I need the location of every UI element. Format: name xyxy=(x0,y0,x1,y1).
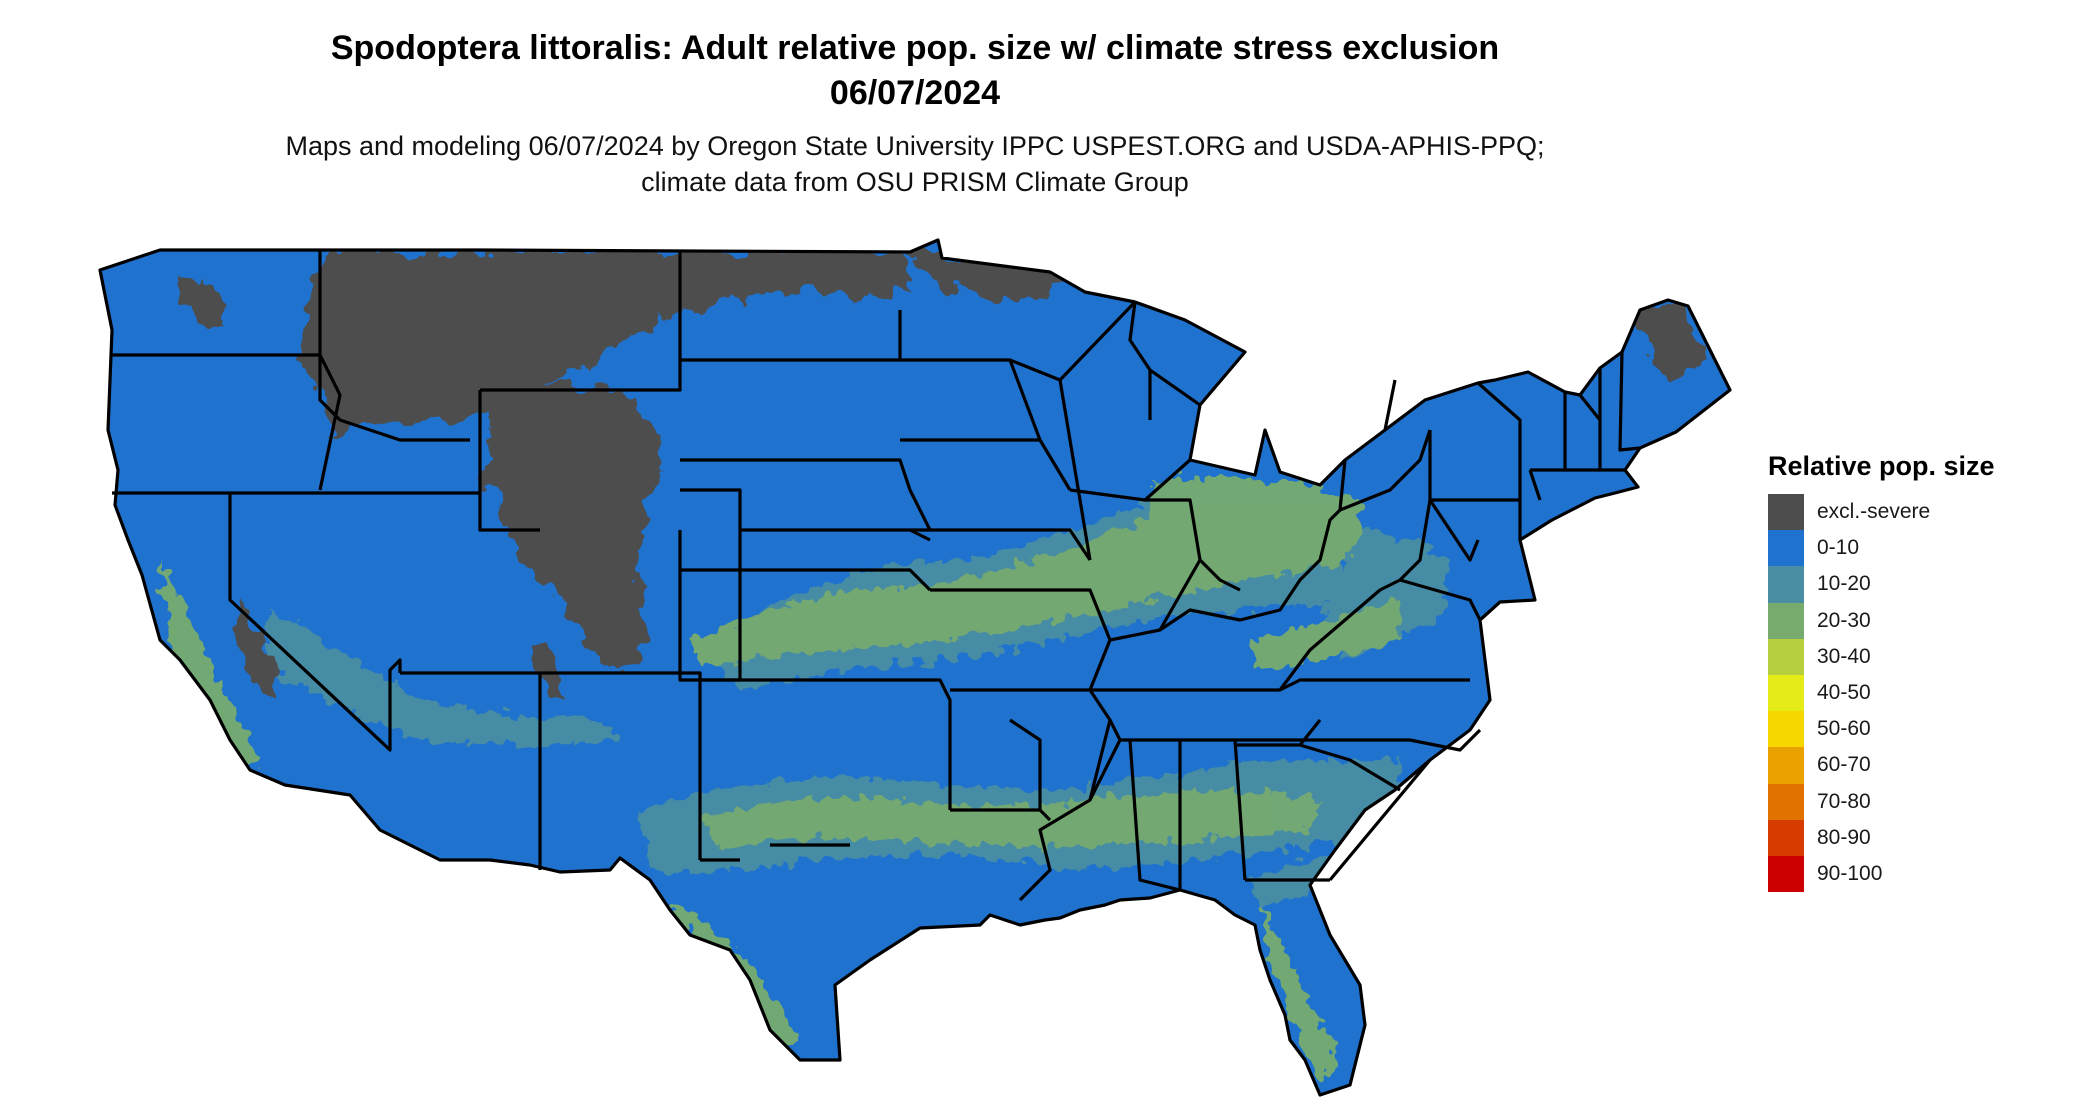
map-title: Spodoptera littoralis: Adult relative po… xyxy=(330,29,1500,112)
legend-label: 60-70 xyxy=(1817,753,1871,777)
legend-swatch xyxy=(1768,711,1804,748)
legend-item: excl.-severe xyxy=(1768,494,2068,531)
legend-label: 70-80 xyxy=(1817,789,1871,813)
legend-swatch xyxy=(1768,566,1804,603)
legend-item: 90-100 xyxy=(1768,855,2068,893)
legend-item: 20-30 xyxy=(1768,602,2068,639)
legend-item: 80-90 xyxy=(1768,819,2068,856)
state-boundaries xyxy=(98,238,1732,1097)
legend-swatch xyxy=(1768,674,1804,712)
map-subtitle: Maps and modeling 06/07/2024 by Oregon S… xyxy=(285,131,1545,197)
legend-label: 80-90 xyxy=(1817,825,1871,849)
legend-label: excl.-severe xyxy=(1817,500,1931,524)
legend-label: 90-100 xyxy=(1817,861,1883,885)
legend-swatch xyxy=(1768,530,1804,567)
legend-label: 0-10 xyxy=(1817,536,1860,560)
legend-item: 70-80 xyxy=(1768,783,2068,820)
legend-item: 30-40 xyxy=(1768,638,2068,675)
legend-label: 50-60 xyxy=(1817,717,1871,741)
legend-title: Relative pop. size xyxy=(1768,451,1995,481)
legend-label: 40-50 xyxy=(1817,681,1871,705)
legend: Relative pop. size excl.-severe 0-10 10-20… xyxy=(1768,448,2068,893)
legend-item: 60-70 xyxy=(1768,747,2068,784)
legend-label: 30-40 xyxy=(1817,644,1871,668)
legend-label: 10-20 xyxy=(1817,572,1871,596)
legend-item: 10-20 xyxy=(1768,566,2068,603)
legend-swatch xyxy=(1768,602,1804,639)
legend-swatch xyxy=(1768,494,1804,531)
legend-swatch xyxy=(1768,855,1804,893)
legend-item: 0-10 xyxy=(1768,530,2068,567)
legend-item: 50-60 xyxy=(1768,711,2068,748)
legend-items: excl.-severe 0-10 10-20 20-30 30-40 40-50 50-6… xyxy=(1768,494,2068,893)
legend-label: 20-30 xyxy=(1817,608,1871,632)
legend-swatch xyxy=(1768,819,1804,856)
legend-swatch xyxy=(1768,783,1804,820)
legend-swatch xyxy=(1768,638,1804,675)
legend-item: 40-50 xyxy=(1768,674,2068,712)
legend-swatch xyxy=(1768,747,1804,784)
